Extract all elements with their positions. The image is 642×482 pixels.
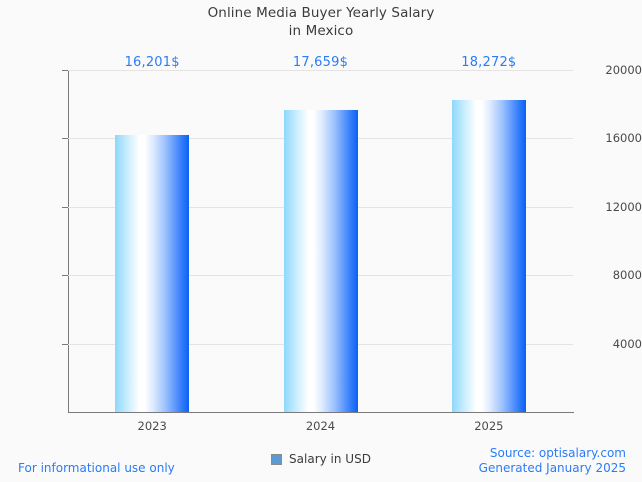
y-axis-label: 20000	[605, 63, 642, 77]
x-axis-line	[68, 412, 574, 413]
gridline	[68, 70, 573, 71]
y-axis-label: 16000	[605, 131, 642, 146]
legend-label-salary-in-usd: Salary in USD	[289, 452, 371, 466]
chart-title: Online Media Buyer Yearly Salary in Mexi…	[0, 4, 642, 40]
y-axis-label: 4000	[612, 336, 642, 351]
footer-source: Source: optisalary.com	[489, 446, 626, 460]
bar-value-label-2023: 16,201$	[124, 55, 180, 70]
y-axis-tick	[62, 138, 68, 140]
chart-title-line-2: in Mexico	[288, 23, 354, 39]
bar-2025[interactable]	[451, 99, 526, 412]
y-axis-tick	[62, 343, 68, 345]
y-axis-label: 8000	[612, 268, 642, 283]
footer-source-block: Source: optisalary.com Generated January…	[479, 446, 626, 476]
chart-legend[interactable]: Salary in USD	[0, 452, 642, 466]
chart-title-line-1: Online Media Buyer Yearly Salary	[207, 5, 435, 21]
x-axis-label-2024: 2024	[305, 419, 336, 433]
x-axis-label-2025: 2025	[474, 419, 504, 433]
y-axis-tick	[62, 206, 68, 208]
x-axis-label-2023: 2023	[137, 419, 167, 433]
y-axis-tick	[62, 70, 68, 71]
y-axis-label: 12000	[605, 199, 642, 214]
y-axis-tick	[62, 275, 68, 277]
footer-generated: Generated January 2025	[478, 461, 626, 475]
bar-2024[interactable]	[283, 110, 358, 412]
bar-value-label-2024: 17,659$	[292, 55, 349, 70]
bar-value-label-2025: 18,272$	[461, 55, 517, 70]
legend-swatch-salary-in-usd	[271, 453, 283, 465]
plot-area	[68, 70, 573, 412]
y-axis-line	[68, 70, 69, 413]
footer-informational-note: For informational use only	[18, 461, 175, 475]
bar-2023[interactable]	[115, 134, 190, 412]
